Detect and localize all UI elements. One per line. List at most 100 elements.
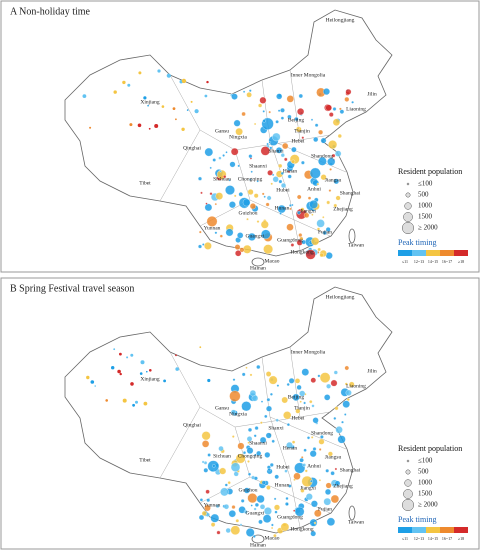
province-label: Anhui — [307, 463, 321, 469]
city-dot — [225, 185, 235, 195]
city-dot — [233, 194, 237, 198]
city-dot — [293, 472, 301, 480]
city-dot — [253, 122, 257, 126]
city-dot — [203, 467, 209, 473]
city-dot — [172, 107, 176, 110]
city-dot — [260, 421, 263, 425]
legend-size-label: 1500 — [418, 490, 433, 498]
city-dot — [130, 382, 134, 386]
city-dot — [309, 400, 313, 404]
city-dot — [239, 247, 245, 253]
city-dot — [297, 210, 301, 215]
city-dot — [299, 390, 306, 397]
city-dot — [127, 83, 131, 87]
city-dot — [204, 94, 208, 98]
city-dot — [313, 521, 317, 525]
city-dot — [280, 182, 287, 189]
city-dot — [310, 500, 318, 508]
province-label: Liaoning — [346, 106, 366, 112]
city-dot — [341, 420, 344, 424]
city-dot — [146, 370, 148, 373]
city-dot — [320, 435, 324, 439]
city-dot — [249, 203, 256, 210]
legend-size-label: ≤100 — [418, 457, 433, 465]
city-dot — [206, 498, 211, 503]
city-dot — [119, 352, 122, 356]
city-dot — [280, 171, 284, 175]
city-dot — [266, 142, 269, 146]
city-dot — [198, 176, 202, 181]
city-dot — [224, 483, 228, 487]
city-dot — [198, 514, 205, 521]
city-dot — [175, 118, 177, 121]
city-dot — [117, 369, 121, 374]
city-dot — [231, 435, 235, 438]
city-dot — [344, 382, 348, 386]
province-label: Shanxi — [268, 425, 284, 431]
city-dot — [280, 153, 285, 158]
city-dot — [237, 232, 244, 239]
city-dot — [322, 216, 325, 219]
city-dot — [294, 116, 299, 122]
province-label: Tibet — [139, 457, 151, 463]
city-dot — [105, 399, 108, 402]
province-label: Guangdong — [277, 237, 303, 243]
city-dot — [309, 167, 321, 179]
province-label: Shanghai — [340, 467, 361, 473]
city-dot — [166, 73, 171, 78]
legend-color — [454, 527, 468, 533]
city-dot — [272, 176, 279, 183]
city-dot — [268, 110, 271, 114]
city-dot — [295, 408, 301, 414]
city-dot — [202, 243, 205, 246]
panel-title: B Spring Festival travel season — [10, 283, 134, 294]
city-dot — [129, 123, 133, 127]
city-dot — [285, 496, 289, 501]
city-dot — [311, 213, 314, 216]
province-label: Zhejiang — [333, 483, 353, 489]
city-dot — [326, 383, 332, 389]
city-dot — [310, 377, 317, 383]
city-dot — [316, 227, 321, 231]
province-label: Macao — [265, 258, 280, 264]
city-dot — [260, 146, 270, 156]
city-dot — [266, 405, 272, 412]
city-dot — [310, 479, 313, 483]
legend-color — [440, 250, 454, 256]
city-dot — [264, 414, 268, 419]
city-dot — [241, 111, 246, 117]
city-dot — [212, 464, 216, 468]
city-dot — [309, 450, 317, 458]
city-dot — [82, 94, 87, 98]
city-dot — [111, 366, 115, 370]
province-label: Jiangsu — [325, 454, 342, 460]
province-label: Liaoning — [346, 383, 366, 389]
city-dot — [269, 462, 274, 467]
city-dot — [272, 132, 281, 142]
panel: A Non-holiday time Heilongjiang Inner Mong… — [0, 0, 480, 273]
province-label: Taiwan — [348, 519, 364, 525]
province-label: Ningxia — [229, 411, 247, 417]
city-dot — [274, 474, 279, 480]
city-dot — [253, 434, 257, 438]
city-dot — [161, 105, 165, 108]
city-dot — [262, 110, 265, 113]
city-dot — [260, 220, 269, 229]
city-dot — [288, 377, 295, 384]
city-dot — [327, 157, 336, 166]
city-dot — [261, 480, 266, 485]
city-dot — [228, 178, 231, 182]
province-label: Henan — [283, 445, 298, 451]
province-borders — [159, 346, 347, 528]
province-label: Hunan — [275, 482, 290, 488]
city-dot — [284, 157, 288, 162]
city-dot — [303, 448, 307, 452]
city-dot — [90, 380, 95, 384]
city-dot — [214, 202, 217, 206]
city-dot — [265, 202, 270, 207]
city-dot — [228, 201, 236, 209]
city-dot — [337, 435, 346, 444]
city-dot — [235, 250, 242, 257]
city-dot — [291, 146, 297, 153]
city-dot — [351, 100, 354, 104]
